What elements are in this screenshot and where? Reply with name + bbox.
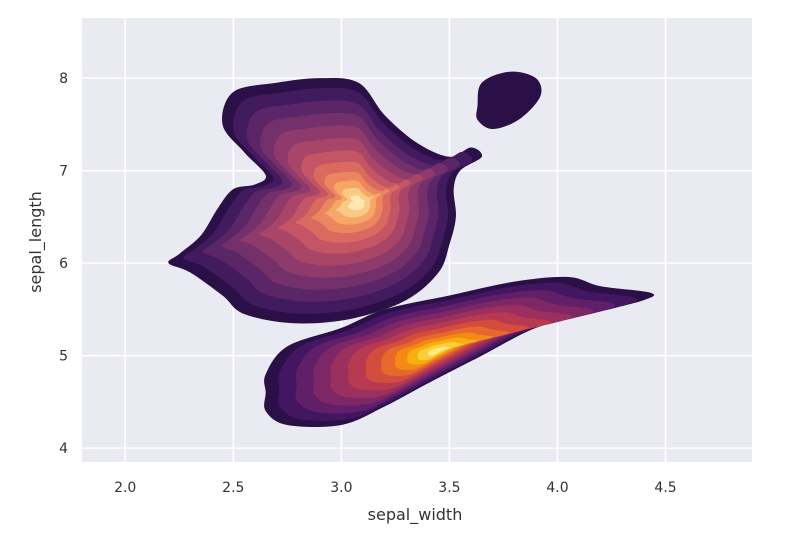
x-tick-label: 2.0 bbox=[114, 480, 136, 496]
contour-level-1 bbox=[476, 71, 542, 129]
y-tick-label: 8 bbox=[59, 71, 68, 87]
contour-level-12 bbox=[347, 195, 367, 211]
x-tick-label: 3.0 bbox=[330, 480, 352, 496]
x-tick-label: 4.0 bbox=[546, 480, 568, 496]
y-tick-label: 6 bbox=[59, 256, 68, 272]
x-tick-label: 2.5 bbox=[222, 480, 244, 496]
y-tick-label: 5 bbox=[59, 349, 68, 365]
y-axis-label: sepal_length bbox=[26, 191, 46, 293]
x-axis-label: sepal_width bbox=[368, 505, 463, 525]
x-tick-label: 3.5 bbox=[438, 480, 460, 496]
y-tick-label: 4 bbox=[59, 441, 68, 457]
density-contours bbox=[168, 71, 655, 428]
contour-level-12 bbox=[428, 346, 452, 356]
y-tick-labels: 4 5 6 7 8 bbox=[59, 71, 68, 457]
y-tick-label: 7 bbox=[59, 164, 68, 180]
x-tick-labels: 2.0 2.5 3.0 3.5 4.0 4.5 bbox=[114, 480, 677, 496]
x-tick-label: 4.5 bbox=[654, 480, 676, 496]
